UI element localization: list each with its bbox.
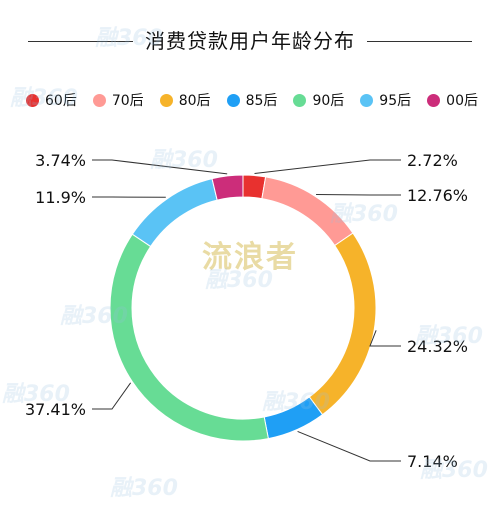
- logo-watermark: 融360: [60, 304, 128, 329]
- logo-watermark: 融360: [415, 324, 483, 349]
- legend-swatch: [360, 93, 374, 107]
- logo-watermark: 融360: [330, 202, 398, 227]
- legend-swatch: [26, 93, 39, 107]
- logo-watermark: 融360: [150, 148, 218, 173]
- leader-line: [92, 382, 132, 410]
- data-label: 3.74%: [35, 151, 86, 170]
- leader-line: [316, 193, 401, 196]
- legend-swatch: [226, 93, 240, 107]
- legend-item: 00后: [427, 90, 478, 110]
- legend-item: 85后: [226, 90, 278, 110]
- legend-label: 95后: [379, 93, 412, 109]
- data-label: 11.9%: [35, 188, 86, 207]
- legend-label: 80后: [178, 93, 211, 109]
- legend-item: 80后: [159, 90, 211, 110]
- legend-swatch: [427, 93, 441, 107]
- legend-item: 90后: [293, 90, 344, 110]
- logo-watermark: 融360: [95, 26, 163, 51]
- chart-legend: 60后 70后 80后 85后 90后 95后 00后: [12, 89, 492, 111]
- leader-line: [254, 159, 401, 174]
- legend-swatch: [159, 93, 173, 107]
- legend-item: 60后: [26, 90, 77, 110]
- legend-swatch: [92, 93, 106, 107]
- title-rule-right: [352, 41, 472, 42]
- title-rule-left: [28, 41, 148, 42]
- legend-label: 70后: [111, 93, 144, 109]
- legend-item: 95后: [360, 90, 411, 110]
- leader-line: [369, 330, 401, 347]
- data-label: 37.41%: [25, 400, 86, 419]
- legend-item: 70后: [92, 90, 144, 110]
- leader-line: [297, 431, 401, 462]
- center-watermark: 流浪者: [202, 240, 298, 275]
- legend-swatch: [293, 93, 307, 107]
- data-label: 2.72%: [407, 151, 458, 170]
- leader-line: [92, 159, 228, 175]
- title-area: 消费贷款用户年龄分布: [0, 0, 500, 70]
- chart-title: 消费贷款用户年龄分布: [133, 29, 367, 53]
- logo-watermark: 融360: [10, 86, 78, 111]
- logo-watermark: 融360: [262, 390, 330, 415]
- logo-watermark: 融360: [2, 382, 70, 407]
- legend-label: 90后: [312, 93, 345, 109]
- logo-watermark: 融360: [110, 476, 178, 501]
- data-label: 24.32%: [407, 337, 468, 356]
- logo-watermark: 融360: [205, 268, 273, 293]
- data-label: 12.76%: [407, 186, 468, 205]
- legend-label: 00后: [446, 93, 478, 109]
- legend-label: 85后: [245, 93, 278, 109]
- legend-label: 60后: [45, 93, 77, 109]
- logo-watermark: 融360: [420, 458, 488, 483]
- donut-slice: [211, 174, 244, 201]
- data-label: 7.14%: [407, 452, 458, 471]
